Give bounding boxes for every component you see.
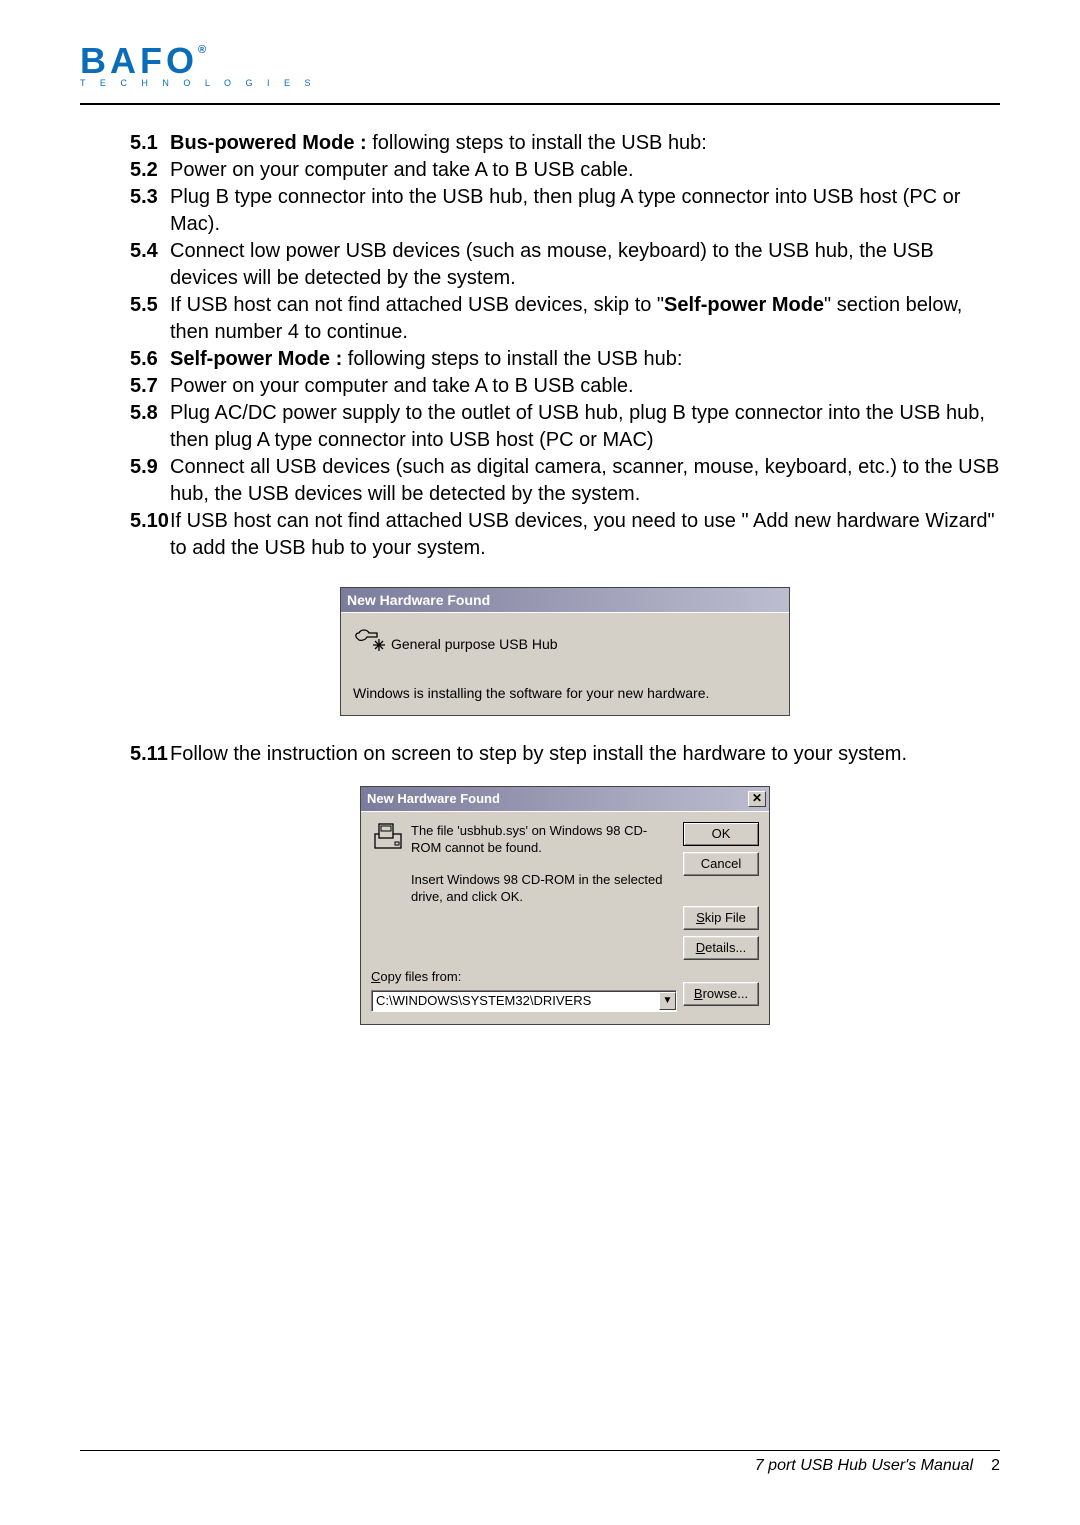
dialog-title: New Hardware Found <box>367 787 500 811</box>
item-body: Connect low power USB devices (such as m… <box>170 238 1000 292</box>
logo-reg: ® <box>198 44 210 56</box>
item-num: 5.6 <box>130 346 170 373</box>
item-num: 5.7 <box>130 373 170 400</box>
bottom-rule <box>80 1450 1000 1451</box>
footer-product: 7 port USB Hub <box>755 1457 867 1474</box>
combo-value: C:\WINDOWS\SYSTEM32\DRIVERS <box>376 992 591 1010</box>
item-num: 5.9 <box>130 454 170 508</box>
item-num: 5.3 <box>130 184 170 238</box>
disk-icon <box>371 822 411 906</box>
item-body: Follow the instruction on screen to step… <box>170 741 1000 768</box>
list-item: 5.10 If USB host can not find attached U… <box>130 508 1000 562</box>
skip-file-button[interactable]: Skip File <box>683 906 759 930</box>
footer-manual: User's Manual <box>867 1457 973 1474</box>
page-footer: 7 port USB Hub User's Manual 2 <box>80 1450 1000 1475</box>
list-item: 5.5 If USB host can not find attached US… <box>130 292 1000 346</box>
copy-files-label: Copy files from: <box>371 968 677 986</box>
item-body: If USB host can not find attached USB de… <box>170 292 1000 346</box>
logo-sub: T E C H N O L O G I E S <box>80 78 1000 88</box>
item-body: Bus-powered Mode : following steps to in… <box>170 130 1000 157</box>
item-body: Connect all USB devices (such as digital… <box>170 454 1000 508</box>
dialog-titlebar: New Hardware Found ✕ <box>361 787 769 811</box>
dialog-message-1: The file 'usbhub.sys' on Windows 98 CD-R… <box>411 822 677 857</box>
item-body: Self-power Mode : following steps to ins… <box>170 346 1000 373</box>
list-item: 5.9 Connect all USB devices (such as dig… <box>130 454 1000 508</box>
logo-brand: BAFO <box>80 40 198 81</box>
item-body: Power on your computer and take A to B U… <box>170 373 1000 400</box>
list-item: 5.3 Plug B type connector into the USB h… <box>130 184 1000 238</box>
copy-files-combobox[interactable]: C:\WINDOWS\SYSTEM32\DRIVERS ▼ <box>371 990 677 1012</box>
dialog-titlebar: New Hardware Found <box>341 588 789 612</box>
page-number: 2 <box>991 1457 1000 1474</box>
list-item: 5.1 Bus-powered Mode : following steps t… <box>130 130 1000 157</box>
item-num: 5.4 <box>130 238 170 292</box>
new-hardware-dialog-1: New Hardware Found General purpose USB H… <box>340 587 790 716</box>
new-hardware-dialog-2: New Hardware Found ✕ <box>360 786 770 1025</box>
item-body: If USB host can not find attached USB de… <box>170 508 1000 562</box>
list-item: 5.8 Plug AC/DC power supply to the outle… <box>130 400 1000 454</box>
ok-button[interactable]: OK <box>683 822 759 846</box>
details-button[interactable]: Details... <box>683 936 759 960</box>
dialog-title: New Hardware Found <box>347 588 490 612</box>
device-name: General purpose USB Hub <box>391 635 558 654</box>
list-item: 5.4 Connect low power USB devices (such … <box>130 238 1000 292</box>
hardware-icon <box>353 627 391 662</box>
item-num: 5.8 <box>130 400 170 454</box>
dialog-message-2: Insert Windows 98 CD-ROM in the selected… <box>411 871 677 906</box>
item-body: Power on your computer and take A to B U… <box>170 157 1000 184</box>
browse-button[interactable]: Browse... <box>683 982 759 1006</box>
item-num: 5.2 <box>130 157 170 184</box>
list-item: 5.7 Power on your computer and take A to… <box>130 373 1000 400</box>
logo: BAFO® T E C H N O L O G I E S <box>80 40 1000 88</box>
list-item: 5.6 Self-power Mode : following steps to… <box>130 346 1000 373</box>
chevron-down-icon[interactable]: ▼ <box>659 992 676 1010</box>
item-num: 5.1 <box>130 130 170 157</box>
list-item: 5.2 Power on your computer and take A to… <box>130 157 1000 184</box>
item-num: 5.5 <box>130 292 170 346</box>
item-body: Plug B type connector into the USB hub, … <box>170 184 1000 238</box>
cancel-button[interactable]: Cancel <box>683 852 759 876</box>
dialog-status: Windows is installing the software for y… <box>353 684 777 703</box>
list-item: 5.11 Follow the instruction on screen to… <box>130 741 1000 768</box>
top-rule <box>80 103 1000 105</box>
item-body: Plug AC/DC power supply to the outlet of… <box>170 400 1000 454</box>
instruction-list: 5.1 Bus-powered Mode : following steps t… <box>80 130 1000 1025</box>
close-button[interactable]: ✕ <box>748 791 766 807</box>
